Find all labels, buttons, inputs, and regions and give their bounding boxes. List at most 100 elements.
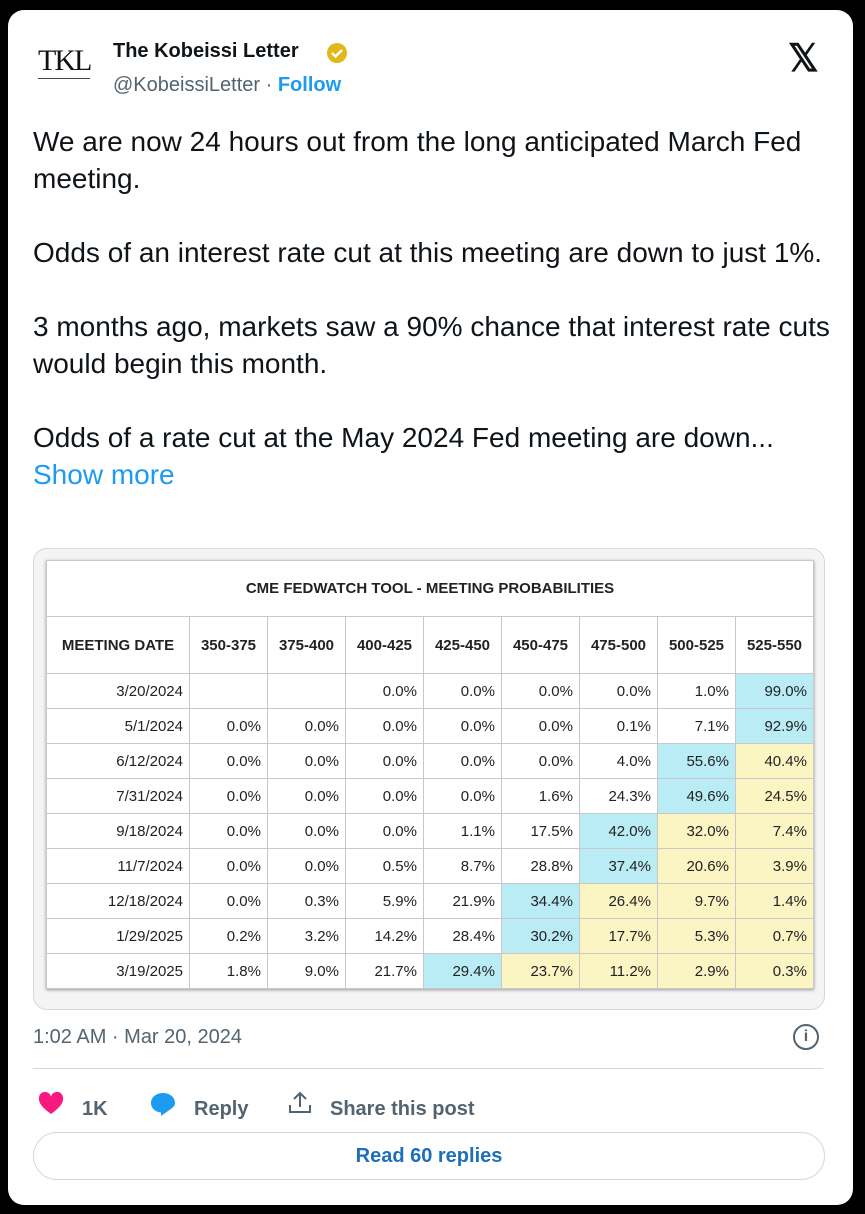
- probability-cell: 0.0%: [501, 708, 580, 744]
- reply-icon[interactable]: [149, 1091, 177, 1117]
- title-row: CME FEDWATCH TOOL - MEETING PROBABILITIE…: [46, 560, 814, 617]
- table-row: 12/18/2024 0.0% 0.3% 5.9% 21.9% 34.4% 26.4% 9.7…: [46, 883, 814, 919]
- probability-cell: 20.6%: [657, 848, 736, 884]
- probability-cell: 24.5%: [735, 778, 814, 814]
- tweet-text: We are now 24 hours out from the long an…: [33, 123, 833, 493]
- probability-cell: 5.9%: [345, 883, 424, 919]
- author-name[interactable]: The Kobeissi Letter: [113, 40, 299, 62]
- probability-cell: 30.2%: [501, 918, 580, 954]
- probability-cell: 0.0%: [345, 673, 424, 709]
- handle-line: @KobeissiLetter · Follow: [113, 74, 342, 96]
- probability-cell: 11.2%: [579, 953, 658, 989]
- probability-cell: 17.5%: [501, 813, 580, 849]
- probability-cell: 26.4%: [579, 883, 658, 919]
- probability-cell: 0.5%: [345, 848, 424, 884]
- probability-cell: 7.1%: [657, 708, 736, 744]
- probability-cell: 32.0%: [657, 813, 736, 849]
- avatar[interactable]: TKL: [38, 44, 92, 79]
- probability-cell: 92.9%: [735, 708, 814, 744]
- meeting-date: 5/1/2024: [46, 708, 190, 744]
- probability-cell: 9.7%: [657, 883, 736, 919]
- probability-cell: 21.7%: [345, 953, 424, 989]
- follow-button[interactable]: Follow: [277, 74, 342, 96]
- probability-cell: 8.7%: [423, 848, 502, 884]
- probability-cell: 4.0%: [579, 743, 658, 779]
- table-row: 6/12/2024 0.0% 0.0% 0.0% 0.0% 0.0% 4.0% 55.6% 40…: [46, 743, 814, 779]
- probability-cell: 0.0%: [423, 708, 502, 744]
- probability-cell: 21.9%: [423, 883, 502, 919]
- read-replies-button[interactable]: Read 60 replies: [33, 1132, 825, 1180]
- probability-cell: 0.0%: [267, 778, 346, 814]
- share-icon[interactable]: [287, 1090, 313, 1116]
- probability-cell: 0.0%: [345, 708, 424, 744]
- probability-cell: 0.0%: [189, 708, 268, 744]
- probability-cell: 0.0%: [189, 813, 268, 849]
- divider: [33, 1068, 823, 1069]
- info-icon[interactable]: i: [793, 1024, 819, 1050]
- column-header: 400-425: [345, 616, 424, 674]
- like-icon[interactable]: [38, 1092, 64, 1116]
- probability-cell: 28.8%: [501, 848, 580, 884]
- probability-cell: 1.8%: [189, 953, 268, 989]
- column-header: MEETING DATE: [46, 616, 190, 674]
- handle[interactable]: @KobeissiLetter: [113, 74, 261, 96]
- probability-cell: 49.6%: [657, 778, 736, 814]
- show-more[interactable]: Show more: [33, 459, 175, 490]
- probability-cell: 1.4%: [735, 883, 814, 919]
- x-logo[interactable]: 𝕏: [788, 38, 819, 80]
- table-row: 7/31/2024 0.0% 0.0% 0.0% 0.0% 1.6% 24.3% 49.6% 2…: [46, 778, 814, 814]
- probability-cell: 0.0%: [345, 778, 424, 814]
- table-row: 9/18/2024 0.0% 0.0% 0.0% 1.1% 17.5% 42.0% 32.0%…: [46, 813, 814, 849]
- probability-cell: 37.4%: [579, 848, 658, 884]
- probability-cell: 0.0%: [501, 743, 580, 779]
- table-title: CME FEDWATCH TOOL - MEETING PROBABILITIE…: [46, 560, 814, 617]
- probability-cell: 1.6%: [501, 778, 580, 814]
- probability-cell: 0.0%: [501, 673, 580, 709]
- probability-cell: 3.9%: [735, 848, 814, 884]
- probability-cell: 5.3%: [657, 918, 736, 954]
- table-image[interactable]: CME FEDWATCH TOOL - MEETING PROBABILITIE…: [33, 548, 825, 1010]
- probability-cell: 7.4%: [735, 813, 814, 849]
- probability-cell: 0.3%: [267, 883, 346, 919]
- table-row: 1/29/2025 0.2% 3.2% 14.2% 28.4% 30.2% 17.7% 5.3…: [46, 918, 814, 954]
- probability-cell: 0.0%: [423, 778, 502, 814]
- probability-cell: 23.7%: [501, 953, 580, 989]
- probability-cell: 0.0%: [345, 813, 424, 849]
- probability-cell: 0.0%: [579, 673, 658, 709]
- column-header: 475-500: [579, 616, 658, 674]
- probability-cell: 0.0%: [189, 778, 268, 814]
- timestamp[interactable]: 1:02 AM · Mar 20, 2024: [33, 1026, 243, 1048]
- probability-cell: 55.6%: [657, 743, 736, 779]
- probability-cell: 17.7%: [579, 918, 658, 954]
- probability-cell: 29.4%: [423, 953, 502, 989]
- probability-cell: 42.0%: [579, 813, 658, 849]
- probability-cell: 1.1%: [423, 813, 502, 849]
- probability-cell: 28.4%: [423, 918, 502, 954]
- probability-cell: 34.4%: [501, 883, 580, 919]
- table-row: 11/7/2024 0.0% 0.0% 0.5% 8.7% 28.8% 37.4% 20.6%…: [46, 848, 814, 884]
- meeting-date: 3/19/2025: [46, 953, 190, 989]
- like-count[interactable]: 1K: [82, 1098, 108, 1120]
- probability-cell: 0.3%: [735, 953, 814, 989]
- paragraph: Odds of an interest rate cut at this mee…: [33, 237, 823, 268]
- probability-cell: [189, 673, 268, 709]
- paragraph: We are now 24 hours out from the long an…: [33, 126, 802, 194]
- probability-table: CME FEDWATCH TOOL - MEETING PROBABILITIE…: [46, 560, 814, 989]
- probability-cell: 0.0%: [267, 743, 346, 779]
- meeting-date: 1/29/2025: [46, 918, 190, 954]
- probability-cell: 0.0%: [345, 743, 424, 779]
- share-button[interactable]: Share this post: [330, 1098, 475, 1120]
- probability-cell: 9.0%: [267, 953, 346, 989]
- probability-cell: 2.9%: [657, 953, 736, 989]
- meeting-date: 9/18/2024: [46, 813, 190, 849]
- meeting-date: 3/20/2024: [46, 673, 190, 709]
- probability-cell: 0.0%: [267, 708, 346, 744]
- column-header: 500-525: [657, 616, 736, 674]
- meeting-date: 12/18/2024: [46, 883, 190, 919]
- verified-badge: [327, 43, 347, 63]
- reply-button[interactable]: Reply: [194, 1098, 249, 1120]
- probability-cell: 0.0%: [189, 743, 268, 779]
- paragraph: Odds of a rate cut at the May 2024 Fed m…: [33, 422, 774, 490]
- probability-cell: 0.7%: [735, 918, 814, 954]
